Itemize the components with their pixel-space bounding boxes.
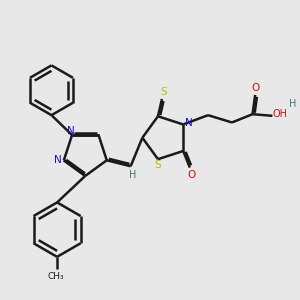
Text: N: N: [67, 126, 74, 136]
Text: H: H: [129, 169, 136, 180]
Text: OH: OH: [272, 109, 287, 119]
Text: S: S: [160, 87, 167, 97]
Text: O: O: [251, 82, 259, 93]
Text: CH₃: CH₃: [47, 272, 64, 281]
Text: N: N: [54, 155, 62, 165]
Text: N: N: [185, 118, 193, 128]
Text: S: S: [154, 160, 160, 170]
Text: H: H: [289, 99, 297, 109]
Text: O: O: [187, 170, 195, 180]
